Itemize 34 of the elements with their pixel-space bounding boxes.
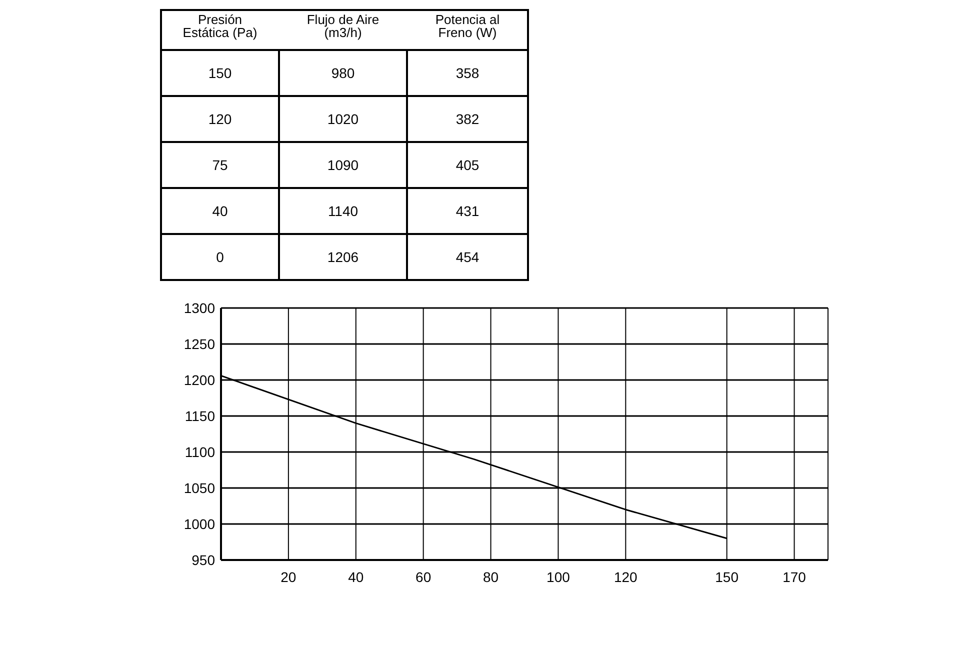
y-tick-label: 40 xyxy=(212,203,228,219)
data-label: 405 xyxy=(456,157,480,173)
data-label: 1206 xyxy=(327,249,359,265)
x-tick-label: 80 xyxy=(482,569,499,585)
y-tick-label: 75 xyxy=(212,157,228,173)
data-label: 1090 xyxy=(327,157,359,173)
y-tick-label: 1200 xyxy=(184,372,216,388)
x-tick-label: Potencia al Freno (W) xyxy=(435,12,500,40)
y-tick-label: 1000 xyxy=(184,516,216,532)
data-label: 1140 xyxy=(328,203,358,219)
x-tick-label: 120 xyxy=(614,569,638,585)
x-tick-label: 170 xyxy=(782,569,806,585)
y-tick-label: 1300 xyxy=(184,300,216,316)
data-label: 1020 xyxy=(327,111,359,127)
x-tick-label: 150 xyxy=(715,569,739,585)
y-axis-title: Presión Estática (Pa) xyxy=(182,12,258,40)
x-tick-label: 100 xyxy=(546,569,570,585)
data-label: 431 xyxy=(456,203,480,219)
y-tick-label: 150 xyxy=(208,65,232,81)
x-tick-label: 60 xyxy=(416,569,432,585)
y-tick-label: 1100 xyxy=(184,444,216,460)
y-tick-label: 1150 xyxy=(184,408,216,424)
data-label: 358 xyxy=(456,65,480,81)
data-label: 454 xyxy=(456,249,480,265)
y-tick-label: 1250 xyxy=(184,336,216,352)
data-label: 382 xyxy=(456,111,480,127)
x-tick-label: 40 xyxy=(348,569,364,585)
y-tick-label: 1050 xyxy=(184,480,216,496)
x-tick-label: Flujo de Aire (m3/h) xyxy=(306,12,380,40)
y-tick-label: 120 xyxy=(208,111,232,127)
data-label: 980 xyxy=(331,65,355,81)
y-tick-label: 950 xyxy=(192,552,216,568)
x-tick-label: 20 xyxy=(280,569,296,585)
y-tick-label: 0 xyxy=(216,249,224,265)
